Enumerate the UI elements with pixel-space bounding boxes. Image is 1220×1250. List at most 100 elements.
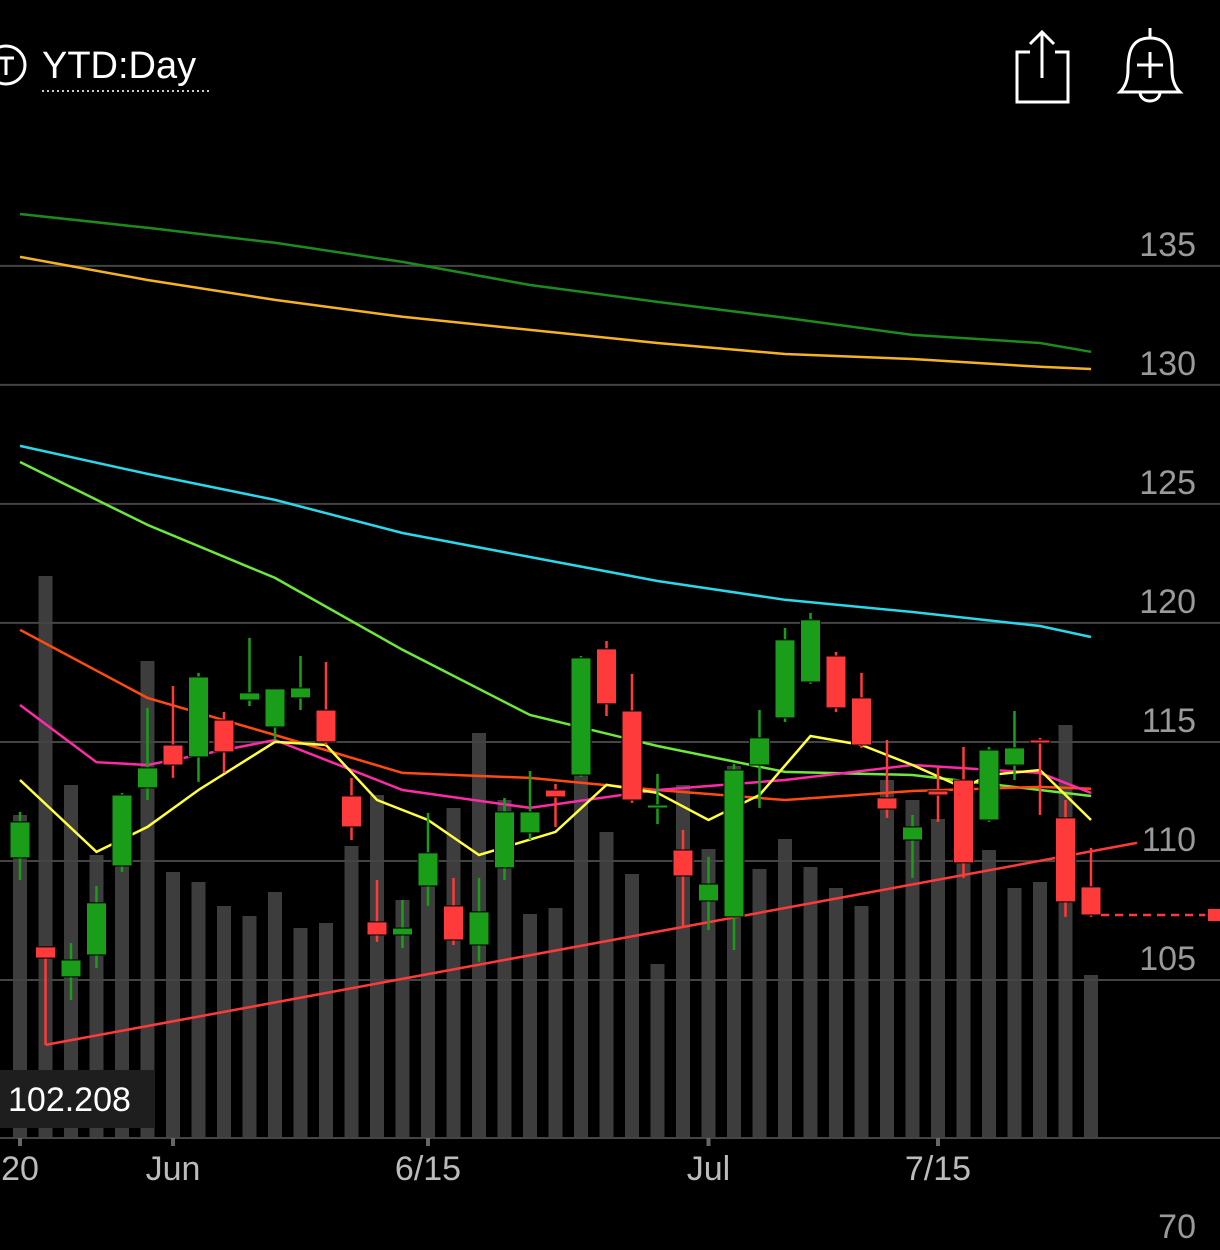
moving-average-line bbox=[19, 734, 1092, 857]
candle-body bbox=[9, 821, 31, 859]
candle-body bbox=[774, 639, 796, 719]
y-tick-label: 110 bbox=[1142, 821, 1196, 859]
candle-body bbox=[264, 688, 286, 728]
volume-bar bbox=[880, 780, 894, 1138]
low-label: 102.208 bbox=[8, 1081, 131, 1119]
volume-bar bbox=[803, 867, 818, 1138]
candle-body bbox=[596, 648, 617, 705]
candle-body bbox=[621, 710, 643, 801]
candle-body bbox=[519, 811, 541, 834]
candle-body bbox=[60, 959, 82, 978]
volume-bar bbox=[446, 808, 461, 1138]
circle bbox=[0, 44, 27, 86]
candle-body bbox=[341, 795, 362, 828]
candle-body bbox=[494, 811, 515, 869]
candle-body bbox=[570, 657, 592, 776]
volume-bar bbox=[293, 928, 308, 1138]
volume-bar bbox=[574, 770, 588, 1138]
volume-bar bbox=[268, 892, 282, 1138]
moving-average-line bbox=[19, 444, 1092, 639]
candle-body bbox=[800, 619, 821, 683]
candle-body bbox=[545, 789, 566, 798]
volume-bar bbox=[956, 790, 971, 1138]
volume-bar bbox=[242, 916, 257, 1138]
candle-body bbox=[86, 902, 107, 956]
volume-bar bbox=[191, 882, 206, 1138]
candle-body bbox=[239, 692, 260, 701]
volume-bar bbox=[319, 923, 333, 1138]
moving-average-line bbox=[19, 212, 1092, 354]
volume-bar bbox=[395, 900, 410, 1138]
candle-body bbox=[188, 676, 209, 758]
candle-body bbox=[137, 767, 158, 789]
y-tick-label: 115 bbox=[1142, 702, 1196, 740]
volume-bar bbox=[13, 815, 27, 1138]
volume-bar bbox=[344, 846, 359, 1138]
candle-body bbox=[978, 749, 1000, 821]
bell-detail bbox=[1137, 52, 1163, 103]
x-tick-label: Jun bbox=[146, 1150, 201, 1188]
volume-bar bbox=[829, 888, 843, 1138]
moving-average-line bbox=[19, 628, 1092, 802]
candle-body bbox=[698, 883, 719, 902]
volume-bar bbox=[854, 906, 869, 1138]
candle-body bbox=[315, 709, 337, 743]
candle-body bbox=[213, 719, 235, 753]
share-button[interactable] bbox=[1015, 29, 1070, 104]
ticker-icon[interactable] bbox=[0, 44, 27, 86]
period-title[interactable]: YTD:Day bbox=[42, 45, 196, 87]
volume-bar bbox=[752, 869, 767, 1138]
candle-body bbox=[1029, 739, 1051, 744]
candle-body bbox=[417, 852, 439, 887]
candle-body bbox=[35, 946, 56, 959]
volume-bar bbox=[166, 872, 180, 1138]
x-tick-label: 7/15 bbox=[905, 1150, 971, 1188]
moving-average-line bbox=[45, 841, 1138, 1047]
bell bbox=[1116, 28, 1184, 94]
moving-average-line bbox=[19, 255, 1092, 371]
candle-body bbox=[468, 911, 490, 946]
y-tick-label: 135 bbox=[1139, 226, 1196, 264]
alert-button[interactable] bbox=[1116, 28, 1184, 103]
candle-body bbox=[647, 804, 668, 809]
volume-bar bbox=[625, 874, 639, 1138]
share-box bbox=[1015, 50, 1070, 104]
candle-body bbox=[162, 744, 184, 766]
candle-body bbox=[723, 769, 745, 918]
volume-bar bbox=[778, 839, 792, 1138]
t bbox=[0, 56, 14, 75]
candle-body bbox=[953, 779, 974, 864]
candle-body bbox=[392, 927, 413, 936]
x-tick-label: Jul bbox=[687, 1150, 730, 1188]
last-price-marker bbox=[1208, 908, 1220, 921]
y-tick-label: 125 bbox=[1139, 464, 1196, 502]
candle-body bbox=[825, 655, 847, 709]
x-tick-label: 6/15 bbox=[395, 1150, 461, 1188]
volume-bar bbox=[370, 795, 384, 1138]
volume-bar bbox=[497, 800, 512, 1138]
volume-bar bbox=[1007, 888, 1022, 1138]
volume-tick-label: 70 bbox=[1158, 1208, 1196, 1245]
volume-bar bbox=[115, 795, 129, 1138]
candle-body bbox=[443, 905, 464, 941]
y-tick-label: 120 bbox=[1139, 583, 1196, 621]
candle-body bbox=[749, 737, 770, 766]
volume-bar bbox=[1084, 975, 1098, 1138]
volume-bar bbox=[1033, 882, 1047, 1138]
share-arrow bbox=[1028, 29, 1056, 78]
candle-body bbox=[1080, 886, 1102, 916]
volume-bar bbox=[599, 832, 614, 1138]
volume-bar bbox=[217, 906, 231, 1138]
volume-bar bbox=[982, 850, 996, 1138]
candle-body bbox=[1004, 747, 1025, 766]
x-tick-label: 20 bbox=[1, 1150, 39, 1188]
volume-bar bbox=[548, 908, 563, 1138]
y-tick-label: 105 bbox=[1139, 940, 1196, 978]
candle-body bbox=[1055, 817, 1076, 903]
volume-bar bbox=[523, 914, 537, 1138]
candle-body bbox=[902, 826, 923, 841]
low-label-box bbox=[0, 1070, 155, 1128]
candle-body bbox=[851, 697, 872, 746]
candle-body bbox=[672, 849, 694, 877]
